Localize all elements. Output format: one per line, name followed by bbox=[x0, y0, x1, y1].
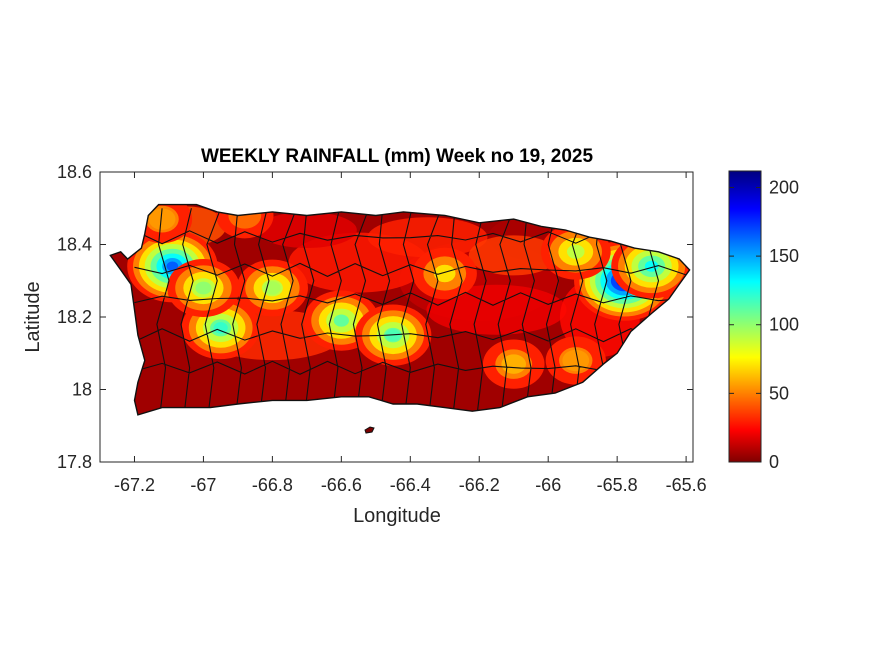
y-tick-label: 18.4 bbox=[57, 235, 92, 255]
small-island bbox=[364, 426, 375, 434]
y-tick-label: 18.6 bbox=[57, 162, 92, 182]
x-tick-label: -66.8 bbox=[252, 475, 293, 495]
x-tick-label: -66.4 bbox=[390, 475, 431, 495]
y-tick-label: 17.8 bbox=[57, 452, 92, 472]
rainfall-band bbox=[367, 217, 488, 258]
rainfall-contour bbox=[166, 261, 179, 271]
x-tick-label: -65.8 bbox=[597, 475, 638, 495]
rainfall-contour bbox=[562, 349, 590, 372]
rainfall-contour bbox=[501, 354, 527, 374]
x-tick-label: -66 bbox=[535, 475, 561, 495]
y-tick-label: 18.2 bbox=[57, 307, 92, 327]
rainfall-contours bbox=[127, 204, 690, 389]
colorbar-tick-label: 100 bbox=[769, 315, 799, 335]
x-tick-label: -65.6 bbox=[666, 475, 707, 495]
y-tick-label: 18 bbox=[72, 380, 92, 400]
island-outline bbox=[109, 203, 691, 416]
map-title: WEEKLY RAINFALL (mm) Week no 19, 2025 bbox=[201, 146, 594, 167]
rainfall-contour bbox=[434, 264, 456, 283]
rainfall-contour bbox=[567, 244, 585, 259]
map-plot-area bbox=[109, 203, 691, 434]
x-axis-ticks: -67.2 -67 -66.8 -66.6 -66.4 -66.2 -66 -65.8 -65.… bbox=[114, 172, 707, 495]
rainfall-contour bbox=[333, 314, 349, 327]
x-tick-label: -67 bbox=[190, 475, 216, 495]
x-tick-label: -66.2 bbox=[459, 475, 500, 495]
colorbar-tick-label: 0 bbox=[769, 452, 779, 472]
colorbar-ticks: 0 50 100 150 200 bbox=[729, 177, 799, 472]
rainfall-contour bbox=[148, 208, 176, 230]
y-axis-label: Latitude bbox=[22, 281, 44, 352]
rainfall-band bbox=[468, 235, 559, 276]
x-axis-label: Longitude bbox=[353, 505, 441, 527]
colorbar bbox=[728, 170, 762, 463]
x-tick-label: -67.2 bbox=[114, 475, 155, 495]
y-axis-ticks: 17.8 18 18.2 18.4 18.6 bbox=[57, 162, 693, 472]
x-tick-label: -66.6 bbox=[321, 475, 362, 495]
rainfall-field bbox=[110, 204, 690, 415]
municipality-boundaries bbox=[134, 208, 687, 412]
colorbar-tick-label: 150 bbox=[769, 246, 799, 266]
colorbar-tick-label: 200 bbox=[769, 177, 799, 197]
colorbar-tick-label: 50 bbox=[769, 383, 789, 403]
rainfall-contour bbox=[195, 281, 212, 295]
rainfall-contour bbox=[213, 322, 228, 334]
